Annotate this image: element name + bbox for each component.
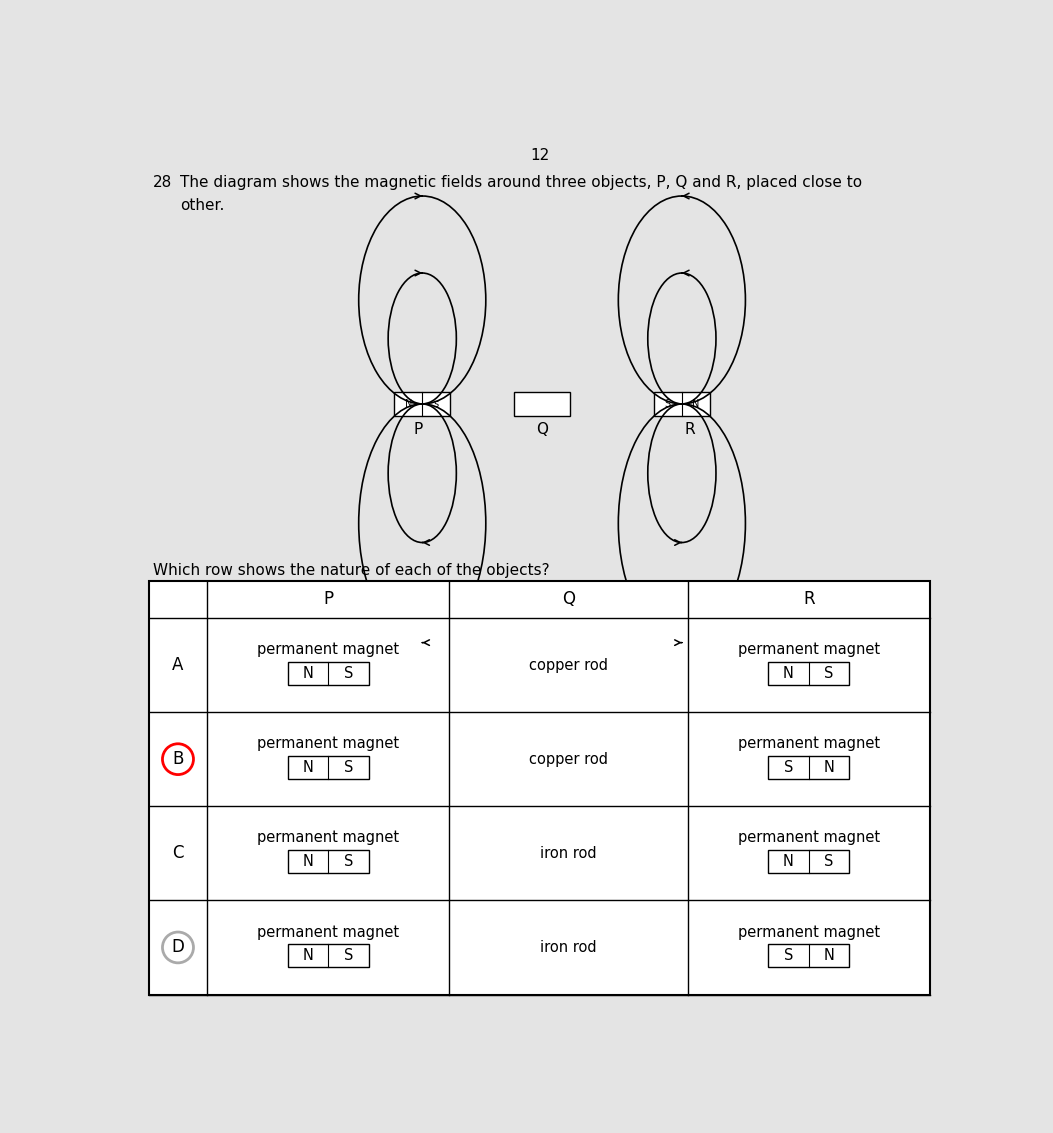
Text: N: N	[823, 760, 835, 775]
Bar	[515, 392, 571, 416]
Text: P: P	[323, 590, 334, 608]
Text: N: N	[302, 854, 314, 869]
Text: S: S	[783, 948, 793, 963]
Text: permanent magnet: permanent magnet	[738, 642, 880, 657]
Text: C: C	[173, 844, 183, 862]
Text: R: R	[803, 590, 815, 608]
Text: s: s	[434, 399, 439, 409]
Bar	[768, 945, 850, 968]
Bar	[768, 756, 850, 780]
Text: N: N	[302, 666, 314, 681]
Text: S: S	[344, 948, 354, 963]
Bar	[287, 850, 369, 874]
Text: N: N	[302, 948, 314, 963]
Text: permanent magnet: permanent magnet	[257, 830, 399, 845]
Text: Q: Q	[536, 423, 549, 437]
Text: P: P	[414, 423, 423, 437]
Text: 28: 28	[154, 176, 173, 190]
Bar	[654, 392, 710, 416]
Text: A: A	[173, 656, 183, 674]
Bar	[287, 945, 369, 968]
Text: iron rod: iron rod	[540, 846, 597, 861]
Text: permanent magnet: permanent magnet	[738, 830, 880, 845]
Bar	[395, 392, 450, 416]
Text: Q: Q	[562, 590, 575, 608]
Text: permanent magnet: permanent magnet	[738, 925, 880, 939]
Text: S: S	[344, 666, 354, 681]
Text: S: S	[664, 399, 671, 409]
Text: N: N	[823, 948, 835, 963]
Text: N: N	[692, 399, 699, 409]
Bar	[287, 662, 369, 685]
Text: copper rod: copper rod	[529, 751, 608, 767]
Bar	[768, 850, 850, 874]
Text: S: S	[344, 760, 354, 775]
Text: 12: 12	[530, 147, 550, 163]
Text: B: B	[173, 750, 183, 768]
Text: permanent magnet: permanent magnet	[257, 642, 399, 657]
Text: iron rod: iron rod	[540, 940, 597, 955]
Text: D: D	[172, 938, 184, 956]
Text: permanent magnet: permanent magnet	[738, 736, 880, 751]
Bar	[287, 756, 369, 780]
Text: S: S	[344, 854, 354, 869]
Text: S: S	[824, 666, 834, 681]
Text: S: S	[783, 760, 793, 775]
Text: Which row shows the nature of each of the objects?: Which row shows the nature of each of th…	[154, 563, 550, 578]
Text: copper rod: copper rod	[529, 657, 608, 673]
Text: N: N	[404, 399, 412, 409]
Text: N: N	[302, 760, 314, 775]
Text: permanent magnet: permanent magnet	[257, 736, 399, 751]
Text: N: N	[783, 666, 794, 681]
Text: other.: other.	[180, 198, 224, 213]
Bar	[768, 662, 850, 685]
Text: permanent magnet: permanent magnet	[257, 925, 399, 939]
Bar	[148, 581, 930, 995]
Text: The diagram shows the magnetic fields around three objects, P, Q and R, placed c: The diagram shows the magnetic fields ar…	[180, 176, 861, 190]
Text: R: R	[684, 423, 695, 437]
Text: S: S	[824, 854, 834, 869]
Text: N: N	[783, 854, 794, 869]
